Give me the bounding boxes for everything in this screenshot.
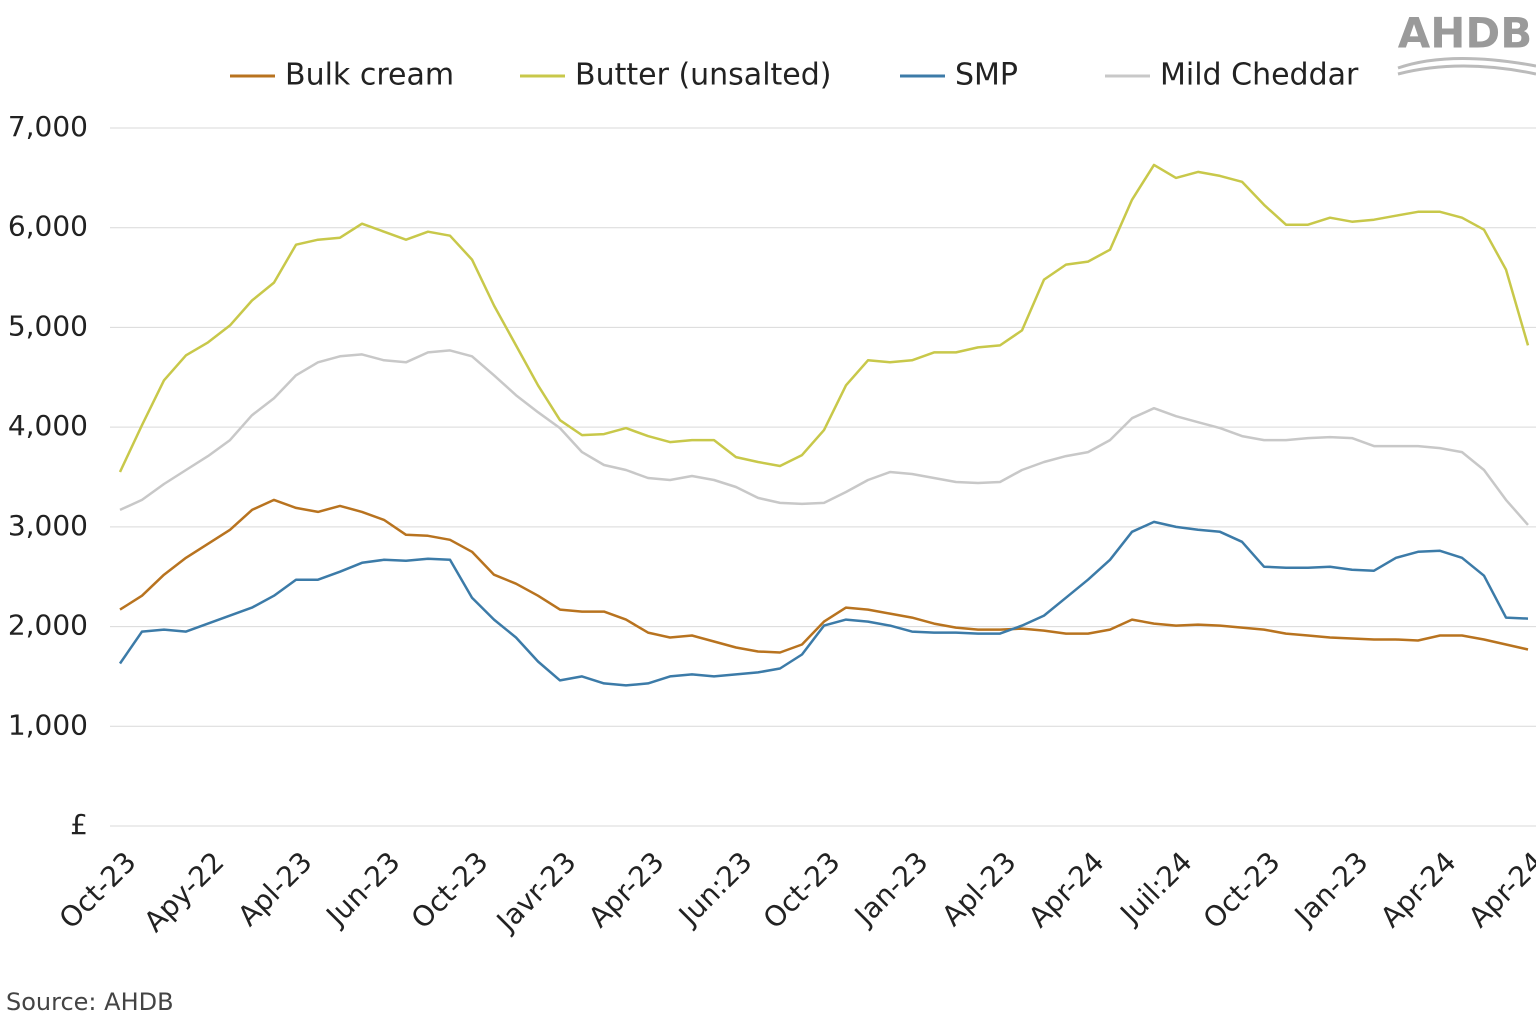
x-tick-label: Juil:24 — [1113, 845, 1199, 931]
x-tick-label: Jun:23 — [671, 845, 759, 933]
x-tick-label: Apy-22 — [137, 845, 230, 938]
series-line — [119, 498, 1529, 654]
y-tick-label: 6,000 — [8, 210, 88, 243]
x-tick-label: Jan-23 — [1287, 845, 1375, 933]
legend-label: Butter (unsalted) — [575, 58, 832, 93]
x-tick-label: Oct-23 — [1197, 845, 1287, 935]
x-tick-label: Oct-23 — [757, 845, 847, 935]
y-tick-label: £ — [70, 808, 88, 841]
logo-wave — [1397, 57, 1536, 76]
x-tick-label: Apr-23 — [582, 845, 671, 934]
y-tick-label: 5,000 — [8, 309, 88, 342]
x-tick-label: Oct-23 — [53, 845, 143, 935]
y-tick-label: 4,000 — [8, 409, 88, 442]
legend-label: Mild Cheddar — [1160, 58, 1359, 93]
x-tick-label: Oct-23 — [405, 845, 495, 935]
x-tick-label: Javr-23 — [489, 845, 583, 939]
y-tick-label: 1,000 — [8, 708, 88, 741]
series-line — [118, 520, 1529, 687]
x-tick-label: Apl-23 — [231, 845, 318, 932]
legend-label: SMP — [955, 58, 1018, 93]
x-tick-label: Apl-23 — [935, 845, 1022, 932]
x-tick-label: Apr-24 — [1374, 845, 1463, 934]
x-tick-label: Apr-24 — [1462, 845, 1536, 934]
logo: AHDB — [1398, 9, 1533, 58]
x-tick-label: Apr-24 — [1022, 845, 1111, 934]
series-line — [119, 349, 1529, 526]
x-tick-label: Jun-23 — [319, 845, 407, 933]
x-tick-label: Jan-23 — [847, 845, 935, 933]
series-line — [118, 163, 1530, 473]
legend-label: Bulk cream — [285, 58, 454, 93]
y-tick-label: 7,000 — [8, 110, 88, 143]
source: Source: AHDB — [6, 988, 174, 1016]
y-tick-label: 3,000 — [8, 509, 88, 542]
y-tick-label: 2,000 — [8, 609, 88, 642]
